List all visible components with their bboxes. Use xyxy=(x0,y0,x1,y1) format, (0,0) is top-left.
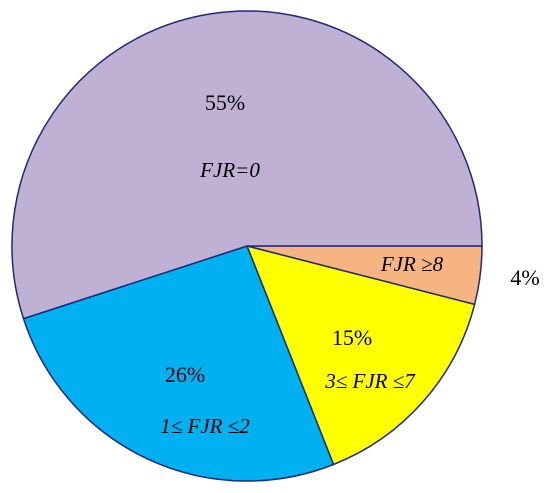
pie-slice xyxy=(22,245,335,482)
pie-slice xyxy=(11,10,483,320)
value-label: 15% xyxy=(332,325,372,350)
category-label: 3≤ FJR ≤7 xyxy=(324,369,416,393)
category-label: FJR=0 xyxy=(199,158,260,182)
pie-slice xyxy=(245,244,476,466)
value-label: 4% xyxy=(510,265,539,290)
category-label: FJR ≥8 xyxy=(380,252,444,276)
value-label: 26% xyxy=(165,362,205,387)
category-label: 1≤ FJR ≤2 xyxy=(160,414,250,438)
value-label: 55% xyxy=(205,90,245,115)
